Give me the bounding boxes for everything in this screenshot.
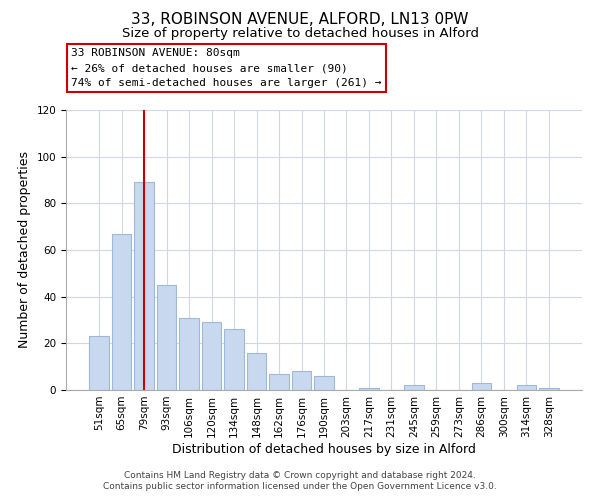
Bar [157,285,176,390]
Bar [539,388,559,390]
Bar [134,182,154,390]
Bar [112,234,131,390]
Bar [517,386,536,390]
Bar [292,372,311,390]
Bar [224,330,244,390]
Y-axis label: Number of detached properties: Number of detached properties [18,152,31,348]
Bar [247,352,266,390]
Text: 33, ROBINSON AVENUE, ALFORD, LN13 0PW: 33, ROBINSON AVENUE, ALFORD, LN13 0PW [131,12,469,28]
Bar [89,336,109,390]
Bar [404,386,424,390]
Bar [359,388,379,390]
Bar [314,376,334,390]
Text: Contains HM Land Registry data © Crown copyright and database right 2024.: Contains HM Land Registry data © Crown c… [124,471,476,480]
Text: Size of property relative to detached houses in Alford: Size of property relative to detached ho… [121,28,479,40]
Bar [179,318,199,390]
X-axis label: Distribution of detached houses by size in Alford: Distribution of detached houses by size … [172,442,476,456]
Bar [269,374,289,390]
Text: Contains public sector information licensed under the Open Government Licence v3: Contains public sector information licen… [103,482,497,491]
Bar [472,383,491,390]
Bar [202,322,221,390]
Text: 33 ROBINSON AVENUE: 80sqm
← 26% of detached houses are smaller (90)
74% of semi-: 33 ROBINSON AVENUE: 80sqm ← 26% of detac… [71,48,382,88]
